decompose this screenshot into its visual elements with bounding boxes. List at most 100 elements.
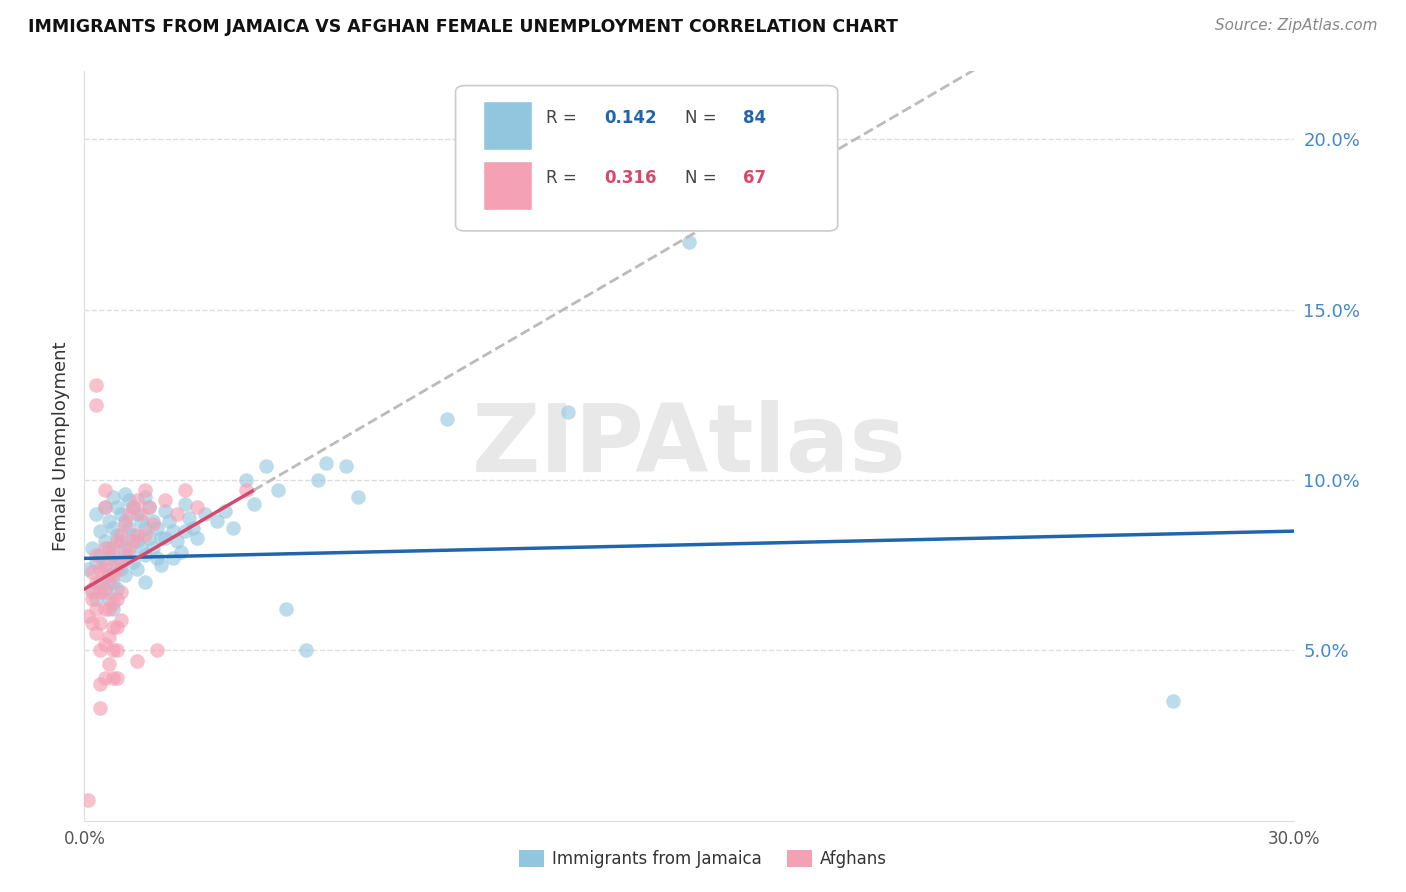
Point: [125, 561, 148, 575]
Point: [235, 473, 257, 487]
Point: [118, 541, 141, 556]
Point: [86, 626, 108, 640]
Point: [125, 493, 148, 508]
Point: [162, 551, 184, 566]
Point: [105, 555, 128, 569]
Point: [86, 602, 108, 616]
Point: [118, 507, 141, 521]
Point: [105, 643, 128, 657]
Text: N =: N =: [685, 169, 723, 187]
Point: [174, 483, 197, 498]
Point: [114, 514, 136, 528]
Point: [93, 500, 115, 515]
Point: [166, 507, 188, 521]
Point: [134, 548, 156, 562]
Point: [101, 643, 124, 657]
Point: [77, 793, 100, 807]
Point: [89, 524, 111, 538]
Point: [235, 483, 257, 498]
Point: [114, 541, 136, 556]
Point: [114, 517, 136, 532]
Point: [82, 592, 104, 607]
Point: [222, 521, 245, 535]
Point: [157, 514, 180, 528]
Point: [242, 497, 264, 511]
Point: [153, 531, 176, 545]
Point: [89, 701, 111, 715]
Point: [93, 585, 115, 599]
Point: [181, 521, 204, 535]
Point: [125, 527, 148, 541]
Point: [557, 405, 579, 419]
Point: [101, 521, 124, 535]
Point: [138, 531, 160, 545]
Point: [101, 602, 124, 616]
Point: [121, 527, 143, 541]
Point: [93, 534, 115, 549]
Point: [105, 534, 128, 549]
Point: [307, 473, 329, 487]
Point: [93, 483, 115, 498]
Point: [77, 609, 100, 624]
Point: [129, 514, 152, 528]
Point: [162, 524, 184, 538]
Point: [214, 504, 236, 518]
Point: [86, 548, 108, 562]
Point: [93, 636, 115, 650]
Point: [86, 555, 108, 569]
Point: [82, 565, 104, 579]
Text: 0.142: 0.142: [605, 110, 657, 128]
Point: [118, 521, 141, 535]
Point: [146, 551, 169, 566]
Point: [121, 555, 143, 569]
Point: [436, 411, 458, 425]
Point: [89, 677, 111, 691]
Point: [134, 527, 156, 541]
Point: [142, 517, 165, 532]
Point: [114, 486, 136, 500]
Point: [274, 602, 297, 616]
Point: [97, 630, 120, 644]
FancyBboxPatch shape: [484, 161, 531, 210]
Point: [86, 398, 108, 412]
Legend: Immigrants from Jamaica, Afghans: Immigrants from Jamaica, Afghans: [512, 843, 894, 875]
Point: [105, 527, 128, 541]
Point: [125, 507, 148, 521]
Point: [93, 500, 115, 515]
Text: 84: 84: [744, 110, 766, 128]
Point: [153, 493, 176, 508]
Point: [138, 500, 160, 515]
Text: R =: R =: [547, 110, 582, 128]
Point: [89, 643, 111, 657]
Point: [97, 575, 120, 590]
Point: [105, 561, 128, 575]
Point: [105, 582, 128, 596]
Point: [118, 493, 141, 508]
Text: IMMIGRANTS FROM JAMAICA VS AFGHAN FEMALE UNEMPLOYMENT CORRELATION CHART: IMMIGRANTS FROM JAMAICA VS AFGHAN FEMALE…: [28, 18, 898, 36]
Point: [114, 568, 136, 582]
Point: [186, 531, 208, 545]
Text: 67: 67: [744, 169, 766, 187]
Point: [186, 500, 208, 515]
Point: [129, 541, 152, 556]
Point: [93, 561, 115, 575]
Y-axis label: Female Unemployment: Female Unemployment: [52, 342, 70, 550]
Point: [77, 561, 100, 575]
Point: [678, 235, 700, 249]
Point: [101, 619, 124, 633]
Point: [153, 504, 176, 518]
Point: [110, 613, 132, 627]
Point: [86, 377, 108, 392]
Point: [93, 558, 115, 573]
Point: [207, 514, 229, 528]
Point: [142, 514, 165, 528]
Point: [101, 671, 124, 685]
Point: [347, 490, 370, 504]
Text: Source: ZipAtlas.com: Source: ZipAtlas.com: [1215, 18, 1378, 33]
Point: [89, 585, 111, 599]
Point: [254, 459, 277, 474]
Point: [142, 541, 165, 556]
Point: [179, 510, 201, 524]
Point: [97, 592, 120, 607]
Point: [110, 527, 132, 541]
